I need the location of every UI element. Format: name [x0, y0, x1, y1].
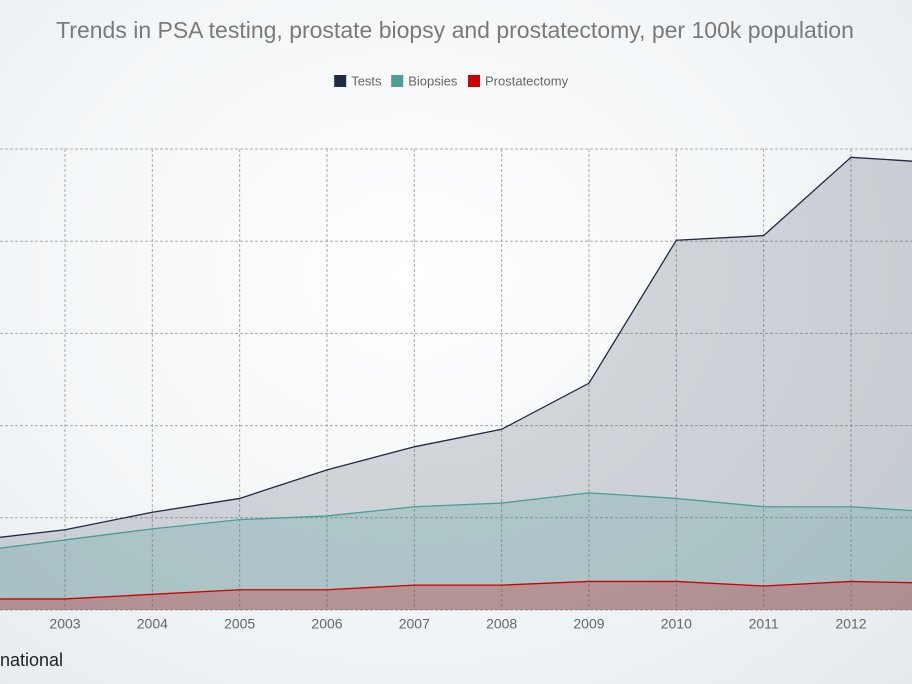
area — [0, 581, 912, 610]
legend-label: Biopsies — [408, 73, 458, 88]
x-tick-label: 2011 — [749, 616, 779, 632]
area — [0, 157, 912, 610]
legend-swatch — [391, 75, 404, 87]
x-tick-label: 2010 — [661, 616, 692, 632]
area — [0, 492, 912, 610]
x-tick-label: 2003 — [49, 616, 80, 632]
legend-label: Prostatectomy — [485, 73, 569, 88]
x-tick-label: 2004 — [137, 616, 168, 632]
x-tick-label: 2006 — [311, 616, 342, 632]
legend-label: Tests — [351, 73, 382, 88]
x-tick-label: 2008 — [486, 616, 517, 632]
x-tick-label: 2012 — [835, 616, 866, 632]
x-tick-label: 2007 — [399, 616, 430, 632]
legend-swatch — [468, 75, 480, 87]
legend-swatch — [334, 75, 347, 87]
chart-title: Trends in PSA testing, prostate biopsy a… — [56, 17, 854, 43]
line — [0, 580, 912, 600]
x-tick-label: 2009 — [573, 616, 604, 632]
x-tick-label: 2005 — [224, 616, 255, 632]
line — [0, 492, 912, 549]
footer-text: national — [0, 650, 63, 670]
line — [0, 156, 912, 538]
